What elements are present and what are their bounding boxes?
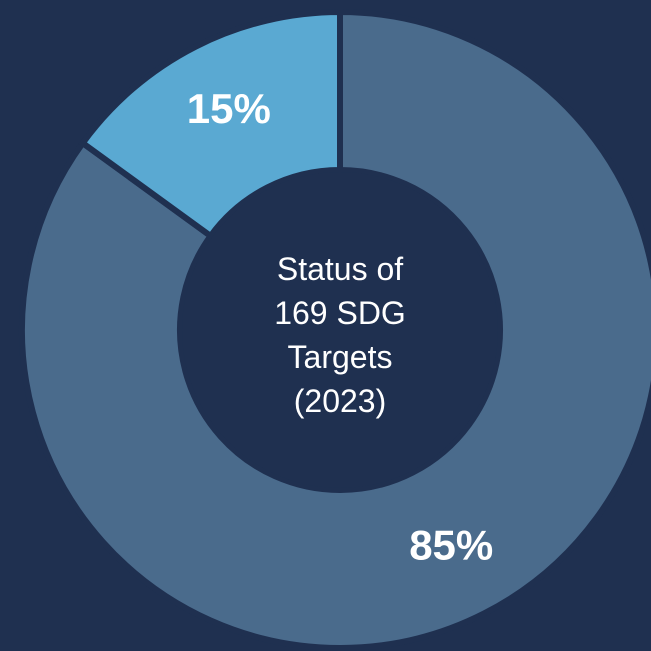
chart-title: Status of 169 SDG Targets (2023) [274,251,406,419]
donut-hole [182,172,498,488]
data-label: 85% [409,521,493,568]
donut-segment [19,8,651,651]
data-label: 15% [187,85,271,132]
donut-segment [78,8,343,241]
